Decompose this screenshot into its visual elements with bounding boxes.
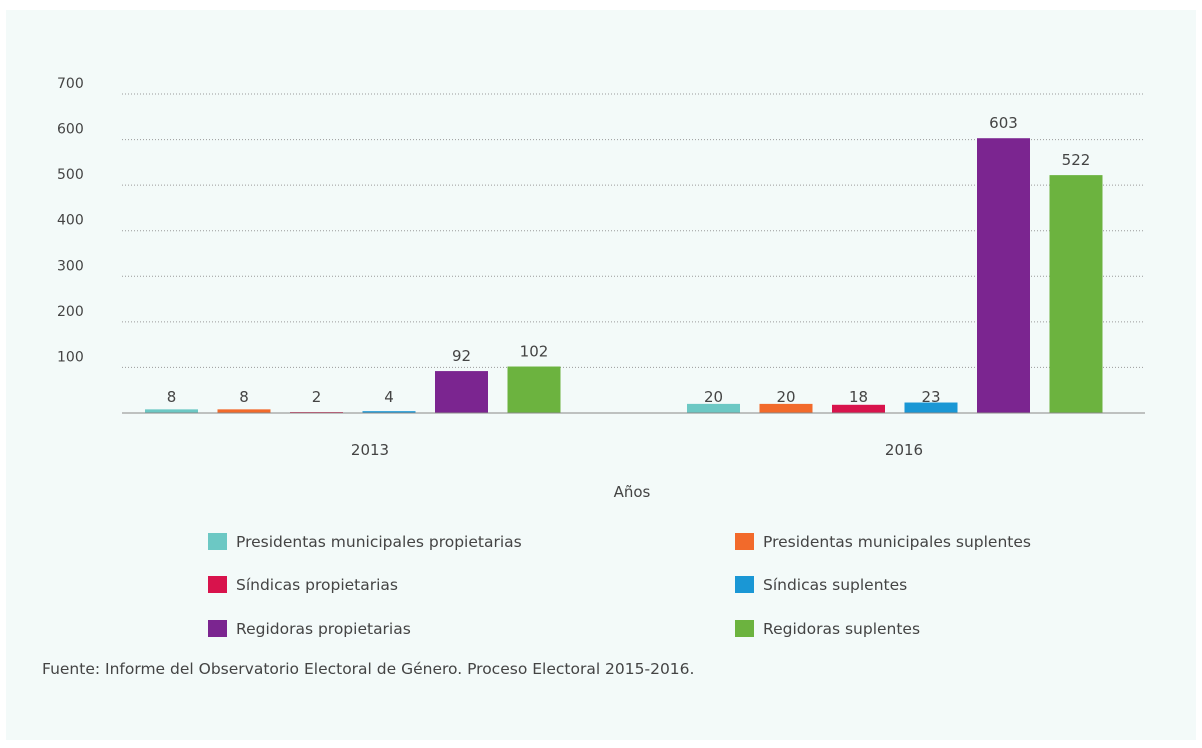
legend-label-6: Regidoras suplentes xyxy=(763,620,920,638)
y-tick-label-200: 200 xyxy=(57,304,84,320)
bar-2016-series-4 xyxy=(904,402,958,413)
x-category-label-2013: 2013 xyxy=(351,441,389,459)
data-label-2013-series-4: 4 xyxy=(384,388,394,406)
y-tick-label-600: 600 xyxy=(57,122,84,138)
legend-swatch-4 xyxy=(735,576,754,593)
legend-label-1: Presidentas municipales propietarias xyxy=(236,533,522,551)
data-label-2016-series-3: 18 xyxy=(849,388,868,406)
bar-2013-series-5 xyxy=(435,371,488,413)
data-label-2013-series-6: 102 xyxy=(520,343,549,361)
data-label-2016-series-5: 603 xyxy=(989,114,1018,132)
data-label-2013-series-3: 2 xyxy=(312,388,322,406)
legend: Presidentas municipales propietarias Pres… xyxy=(208,533,1031,638)
y-axis-ticks: 100 200 300 400 500 600 700 xyxy=(57,76,84,365)
legend-swatch-2 xyxy=(735,533,754,550)
bar-2016-series-6 xyxy=(1049,175,1103,413)
bar-2013-series-4 xyxy=(362,411,416,413)
legend-label-2: Presidentas municipales suplentes xyxy=(763,533,1031,551)
bar-2013-series-1 xyxy=(145,409,198,413)
data-label-2016-series-6: 522 xyxy=(1062,151,1091,169)
y-tick-label-100: 100 xyxy=(57,349,84,365)
data-label-2016-series-1: 20 xyxy=(704,388,723,406)
data-label-2013-series-2: 8 xyxy=(239,388,249,406)
y-tick-label-300: 300 xyxy=(57,258,84,274)
bar-2016-series-2 xyxy=(759,403,813,413)
data-label-2016-series-4: 23 xyxy=(921,388,940,406)
y-tick-label-500: 500 xyxy=(57,167,84,183)
legend-swatch-3 xyxy=(208,576,227,593)
bar-2016-series-5 xyxy=(977,138,1030,414)
y-tick-label-700: 700 xyxy=(57,76,84,92)
data-label-2013-series-5: 92 xyxy=(452,347,471,365)
bar-chart: 100 200 300 400 500 600 700 8 8 2 4 92 102 20 20 18 23 6… xyxy=(57,76,1145,638)
bar-2016-series-1 xyxy=(687,403,740,413)
legend-swatch-6 xyxy=(735,620,754,637)
source-note: Fuente: Informe del Observatorio Elector… xyxy=(42,660,695,678)
legend-label-3: Síndicas propietarias xyxy=(236,576,398,594)
data-label-2013-series-1: 8 xyxy=(167,388,177,406)
legend-swatch-1 xyxy=(208,533,227,550)
x-axis-categories: 2013 2016 xyxy=(351,441,923,459)
y-tick-label-400: 400 xyxy=(57,213,84,229)
bars xyxy=(145,138,1103,414)
bar-2016-series-3 xyxy=(832,404,885,413)
legend-label-4: Síndicas suplentes xyxy=(763,576,907,594)
bar-2013-series-6 xyxy=(507,366,561,413)
bar-2013-series-2 xyxy=(217,409,271,413)
data-labels: 8 8 2 4 92 102 20 20 18 23 603 522 xyxy=(167,114,1091,406)
data-label-2016-series-2: 20 xyxy=(776,388,795,406)
grid-lines xyxy=(122,93,1145,368)
legend-label-5: Regidoras propietarias xyxy=(236,620,411,638)
x-axis-title: Años xyxy=(614,483,651,501)
x-category-label-2016: 2016 xyxy=(885,441,923,459)
legend-swatch-5 xyxy=(208,620,227,637)
